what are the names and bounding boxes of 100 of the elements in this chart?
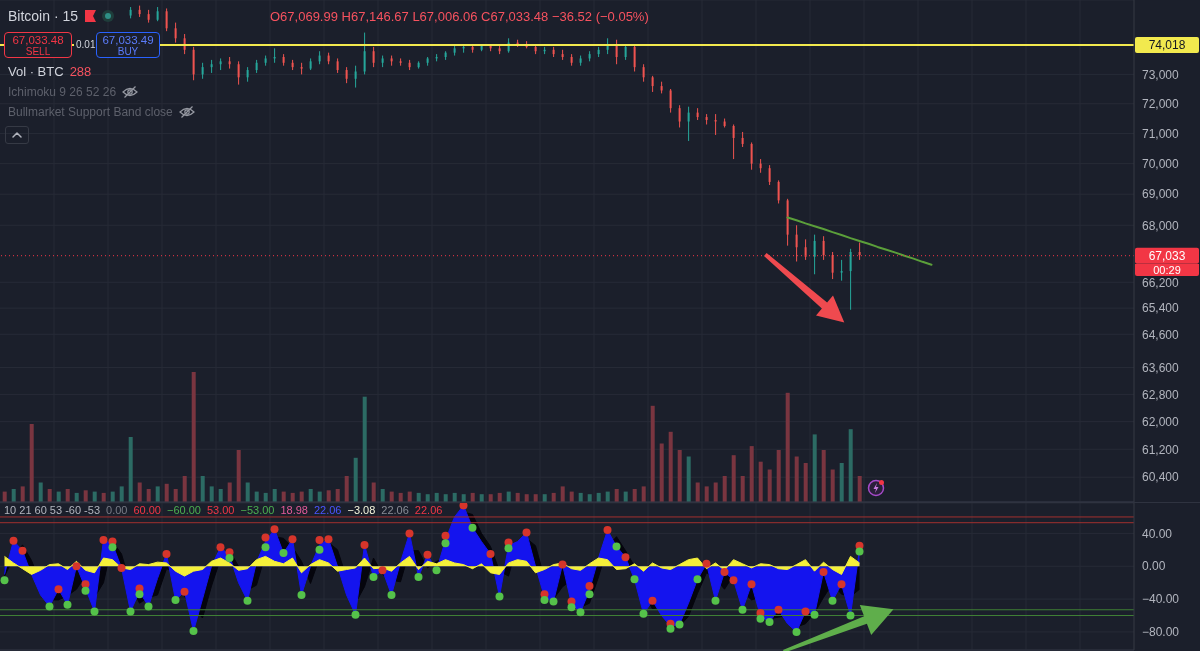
bar bbox=[785, 392, 790, 502]
bar bbox=[614, 489, 619, 502]
candlestick bbox=[687, 106, 690, 142]
point bbox=[810, 610, 819, 619]
point bbox=[180, 587, 189, 596]
candlestick bbox=[804, 238, 807, 261]
bar bbox=[794, 456, 799, 502]
point bbox=[315, 535, 324, 544]
point bbox=[837, 580, 846, 589]
point bbox=[828, 596, 837, 605]
point bbox=[540, 595, 549, 604]
y-tick-label: 71,000 bbox=[1142, 126, 1180, 141]
bar bbox=[119, 486, 124, 502]
point bbox=[585, 581, 594, 590]
candlestick bbox=[174, 22, 177, 44]
point bbox=[81, 580, 90, 589]
bar bbox=[83, 490, 88, 502]
bar bbox=[362, 396, 367, 502]
bar bbox=[164, 483, 169, 502]
point bbox=[216, 543, 225, 552]
candlestick bbox=[813, 234, 816, 275]
bar bbox=[542, 494, 547, 502]
y-tick-label: −80.00 bbox=[1142, 625, 1180, 640]
sell-button: 67,033.48 SELL bbox=[4, 32, 72, 58]
y-tick-label: 68,000 bbox=[1142, 218, 1180, 233]
bar bbox=[686, 456, 691, 502]
annotation: 0.01 bbox=[74, 39, 98, 51]
point bbox=[675, 620, 684, 629]
point bbox=[792, 627, 801, 636]
y-tick-label: 69,000 bbox=[1142, 187, 1180, 202]
annotation: 53.00 bbox=[206, 504, 235, 517]
point bbox=[855, 547, 864, 556]
point bbox=[378, 566, 387, 575]
point bbox=[297, 590, 306, 599]
bar bbox=[632, 489, 637, 502]
annotation: 288 bbox=[69, 64, 92, 79]
bar bbox=[488, 494, 493, 502]
point bbox=[54, 585, 63, 594]
point bbox=[648, 596, 657, 605]
bar bbox=[272, 489, 277, 502]
bar bbox=[461, 494, 466, 502]
annotation: 60.00 bbox=[133, 504, 161, 517]
y-tick-label: 72,000 bbox=[1142, 96, 1180, 111]
annotation: Ichimoku 9 26 52 26 bbox=[8, 85, 117, 99]
annotation: SELL bbox=[24, 46, 52, 58]
point bbox=[459, 503, 468, 510]
point bbox=[585, 590, 594, 599]
candlestick bbox=[372, 46, 375, 68]
point bbox=[261, 543, 270, 552]
buy-button: 67,033.49 BUY bbox=[96, 32, 160, 58]
bar bbox=[326, 490, 331, 502]
annotation: 22.06 bbox=[414, 504, 443, 517]
bar bbox=[155, 486, 160, 502]
annotation: −3.08 bbox=[347, 504, 376, 517]
point bbox=[720, 567, 729, 576]
candlestick bbox=[714, 113, 717, 136]
point bbox=[117, 563, 126, 572]
point bbox=[801, 607, 810, 616]
annotation: 18.98 bbox=[280, 504, 308, 517]
bar bbox=[173, 489, 178, 502]
point bbox=[288, 535, 297, 544]
candlestick bbox=[849, 248, 852, 311]
bar bbox=[11, 489, 16, 502]
bar bbox=[668, 431, 673, 502]
bar bbox=[587, 494, 592, 502]
bar bbox=[848, 429, 853, 502]
bar bbox=[722, 476, 727, 502]
candlestick bbox=[669, 88, 672, 114]
annotation: 22.06 bbox=[313, 504, 342, 517]
bar bbox=[245, 482, 250, 502]
point bbox=[351, 610, 360, 619]
candlestick bbox=[354, 65, 357, 89]
point bbox=[72, 562, 81, 571]
point bbox=[108, 543, 117, 552]
bar bbox=[29, 424, 34, 502]
bar bbox=[380, 489, 385, 502]
y-tick-label: 60,400 bbox=[1142, 470, 1180, 485]
bar bbox=[839, 463, 844, 502]
ref-line-label: 74,018 bbox=[1148, 37, 1186, 52]
y-tick-label: 62,800 bbox=[1142, 387, 1180, 402]
candlestick bbox=[777, 179, 780, 204]
point bbox=[765, 618, 774, 627]
point bbox=[261, 533, 270, 542]
point bbox=[468, 523, 477, 532]
point bbox=[630, 575, 639, 584]
annotation: −60.00 bbox=[166, 504, 201, 517]
point bbox=[63, 600, 72, 609]
point bbox=[162, 549, 171, 558]
point bbox=[81, 586, 90, 595]
point bbox=[369, 572, 378, 581]
point bbox=[846, 611, 855, 620]
point bbox=[756, 614, 765, 623]
point bbox=[549, 597, 558, 606]
bar bbox=[371, 482, 376, 502]
candlestick bbox=[750, 141, 753, 171]
point bbox=[639, 609, 648, 618]
y-tick-label: 63,600 bbox=[1142, 360, 1180, 375]
bar bbox=[209, 486, 214, 502]
point bbox=[324, 535, 333, 544]
point bbox=[432, 566, 441, 575]
